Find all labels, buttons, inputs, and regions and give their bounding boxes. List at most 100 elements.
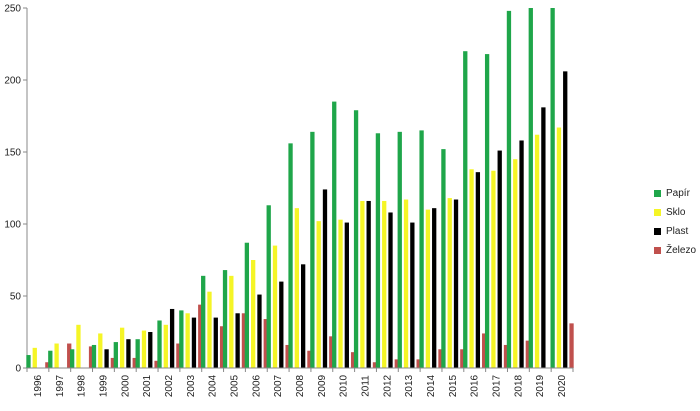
bar <box>338 219 343 368</box>
bar <box>132 357 137 368</box>
bar <box>497 150 502 368</box>
bar <box>235 313 240 368</box>
legend-item: Plast <box>654 222 696 241</box>
bar <box>176 343 181 368</box>
bar <box>425 209 431 368</box>
bar <box>229 275 234 368</box>
bar <box>272 245 278 368</box>
bar <box>119 327 125 368</box>
legend-item: Železo <box>654 241 696 260</box>
bar <box>288 143 293 368</box>
bar <box>569 323 574 368</box>
bar <box>67 343 72 368</box>
bar <box>48 350 53 368</box>
x-tick-label: 2014 <box>426 374 437 397</box>
y-axis: 0 50 100 150 200 250 <box>4 4 28 375</box>
bar <box>453 199 459 368</box>
bar <box>32 347 37 368</box>
bar <box>113 342 118 368</box>
bar <box>441 149 446 368</box>
x-tick-label: 2003 <box>186 374 197 397</box>
bar <box>104 349 109 368</box>
legend-label: Železo <box>666 245 697 256</box>
legend-label: Papír <box>666 188 690 199</box>
x-tick-label: 2005 <box>229 374 240 397</box>
x-tick-label: 1998 <box>77 374 88 397</box>
bar <box>219 326 225 368</box>
x-tick-label: 2012 <box>382 374 393 397</box>
bar <box>332 101 337 368</box>
y-tick-label: 0 <box>15 364 21 375</box>
x-tick-label: 2011 <box>361 375 372 397</box>
bar <box>438 349 443 368</box>
x-tick-label: 1999 <box>98 374 109 397</box>
bar <box>179 310 184 368</box>
legend-swatch <box>654 247 661 254</box>
x-tick-label: 2006 <box>251 374 262 397</box>
bar <box>310 131 315 368</box>
bar <box>191 317 197 368</box>
x-tick-label: 2010 <box>339 374 350 397</box>
bar <box>213 317 218 368</box>
bar <box>294 208 299 368</box>
bar <box>54 343 59 368</box>
legend-swatch <box>654 209 661 216</box>
legend-swatch <box>654 190 661 197</box>
bar <box>279 281 284 368</box>
bar <box>350 352 356 368</box>
x-tick-label: 2004 <box>208 374 219 397</box>
bar <box>528 8 533 368</box>
bar <box>519 140 524 368</box>
y-tick-label: 150 <box>4 148 21 159</box>
bar <box>534 134 540 368</box>
bar <box>163 324 168 368</box>
bar <box>266 205 271 368</box>
legend-label: Plast <box>666 226 689 237</box>
bar <box>98 333 103 368</box>
bar <box>26 355 31 368</box>
x-axis: 1996 1997 1998 1999 2000 2001 2002 2003 2004 2005… <box>26 367 574 397</box>
x-tick-label: 2020 <box>557 374 568 397</box>
bar <box>388 212 393 368</box>
bar <box>201 275 206 368</box>
y-tick-label: 200 <box>4 76 21 87</box>
bar <box>251 260 256 368</box>
x-tick-label: 2008 <box>295 374 306 397</box>
x-tick-label: 2017 <box>492 374 503 397</box>
bar <box>91 344 97 368</box>
legend-swatch <box>654 228 661 235</box>
bar <box>419 130 424 368</box>
bar <box>329 336 334 368</box>
bar <box>563 71 568 369</box>
bar <box>263 319 268 368</box>
bar <box>432 208 437 368</box>
bar <box>541 107 546 369</box>
y-tick-label: 50 <box>10 292 22 303</box>
x-tick-label: 2000 <box>120 374 131 397</box>
bar <box>372 362 378 368</box>
bars <box>26 8 574 369</box>
bar <box>157 320 162 368</box>
y-tick-label: 250 <box>4 4 21 15</box>
bar <box>469 169 474 368</box>
bar <box>322 189 328 368</box>
bar <box>484 54 490 369</box>
bar <box>491 170 496 368</box>
bar <box>222 270 228 368</box>
bar <box>154 360 159 368</box>
bar <box>556 127 562 369</box>
bar <box>503 344 509 368</box>
bar <box>475 172 481 368</box>
x-tick-label: 2018 <box>513 374 524 397</box>
bar <box>525 340 530 368</box>
bar <box>397 131 402 368</box>
bar <box>353 110 359 369</box>
bar <box>344 222 349 368</box>
bar <box>382 200 387 368</box>
bar <box>410 222 415 368</box>
legend-item: Papír <box>654 184 696 203</box>
bar <box>460 349 465 368</box>
bar <box>70 349 75 368</box>
bar <box>185 313 190 368</box>
